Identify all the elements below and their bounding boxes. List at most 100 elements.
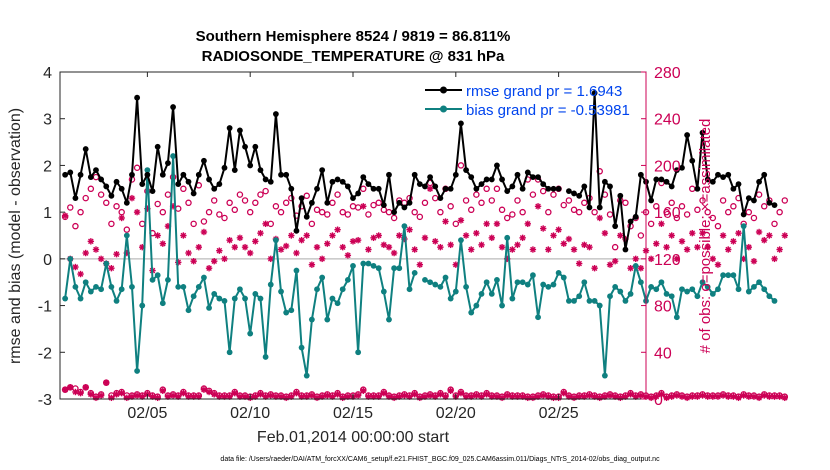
rmse-point (329, 178, 336, 185)
bias-point (730, 272, 737, 279)
rmse-point (103, 183, 110, 190)
obs-bottom-assimilated-marker (401, 392, 408, 399)
obs-bottom-assimilated-marker (570, 394, 578, 402)
obs-bottom-assimilated-marker (504, 392, 511, 399)
bias-point (473, 302, 480, 309)
obs-assimilated-marker (118, 214, 125, 222)
obs-assimilated-marker (519, 234, 526, 242)
rmse-point (468, 174, 475, 181)
obs-bottom-assimilated-marker (205, 388, 213, 396)
rmse-point (514, 171, 521, 178)
obs-bottom-assimilated-marker (766, 393, 773, 400)
rmse-point (87, 174, 94, 181)
obs-bottom-assimilated-marker (282, 394, 290, 402)
rmse-point (391, 209, 398, 216)
obs-assimilated-marker (689, 229, 696, 237)
obs-assimilated-marker (498, 243, 506, 251)
bias-point (314, 286, 320, 293)
obs-assimilated-marker (776, 246, 783, 253)
obs-bottom-assimilated-marker (560, 389, 567, 397)
rmse-point (226, 125, 233, 131)
obs-possible-marker (216, 211, 223, 218)
obs-assimilated-marker (108, 265, 115, 272)
legend-rmse-marker (440, 86, 447, 94)
obs-bottom-assimilated-marker (82, 384, 89, 391)
obs-bottom-assimilated-marker (133, 392, 141, 399)
obs-assimilated-marker (339, 243, 346, 251)
obs-possible-marker (210, 197, 218, 204)
obs-assimilated-marker (205, 265, 213, 272)
obs-possible-marker (370, 201, 377, 209)
obs-possible-marker (159, 208, 167, 216)
rmse-point (632, 213, 639, 220)
rmse-point (673, 167, 680, 174)
obs-possible-marker (653, 203, 660, 210)
rmse-point (478, 181, 485, 188)
bias-point (761, 286, 768, 293)
obs-possible-marker (637, 232, 645, 239)
obs-possible-marker (190, 220, 197, 228)
bias-point (740, 223, 747, 230)
obs-possible-marker (360, 185, 367, 193)
bias-point (632, 262, 639, 269)
obs-bottom-assimilated-marker (755, 394, 763, 402)
obs-assimilated-marker (755, 228, 763, 236)
rmse-point (139, 181, 146, 188)
obs-bottom-assimilated-marker (673, 392, 681, 399)
obs-assimilated-marker (375, 232, 382, 239)
obs-possible-marker (488, 197, 496, 204)
bias-point (468, 309, 475, 316)
rmse-point (406, 199, 413, 206)
obs-assimilated-marker (725, 246, 732, 253)
bias-point (247, 330, 254, 337)
obs-assimilated-marker (293, 249, 300, 257)
obs-bottom-assimilated-marker (627, 391, 634, 398)
obs-possible-marker (760, 203, 768, 210)
bias-point (576, 293, 583, 300)
obs-bottom-assimilated-marker (318, 393, 326, 400)
obs-possible-marker (262, 187, 269, 195)
obs-possible-marker (647, 220, 655, 228)
obs-bottom-assimilated-marker (432, 393, 439, 400)
obs-assimilated-marker (581, 241, 588, 249)
rmse-point (694, 185, 701, 192)
obs-possible-marker (452, 220, 460, 228)
y-right-tick-label: 0 (654, 392, 663, 409)
rmse-point (206, 176, 212, 183)
obs-assimilated-marker (92, 246, 100, 253)
obs-possible-marker (416, 213, 424, 221)
rmse-point (663, 178, 670, 185)
bias-point (679, 286, 685, 293)
obs-assimilated-marker (550, 232, 557, 239)
bias-point (673, 314, 680, 321)
obs-assimilated-marker (411, 246, 418, 253)
obs-assimilated-marker (493, 220, 501, 228)
rmse-point (247, 162, 254, 169)
rmse-point (601, 178, 608, 185)
bias-point (257, 295, 264, 302)
bias-point (375, 265, 382, 272)
obs-possible-marker (606, 211, 614, 218)
bias-point (488, 290, 495, 297)
obs-assimilated-marker (385, 243, 393, 251)
obs-assimilated-marker (324, 240, 331, 247)
obs-bottom-assimilated-marker (658, 391, 665, 398)
rmse-point (612, 223, 619, 230)
obs-possible-marker (724, 208, 732, 216)
bias-point (386, 316, 392, 323)
obs-assimilated-marker (473, 229, 480, 237)
obs-bottom-assimilated-marker (72, 388, 79, 396)
obs-possible-marker (236, 191, 244, 198)
obs-assimilated-marker (308, 261, 316, 268)
obs-assimilated-marker (601, 229, 609, 237)
obs-assimilated-marker (303, 232, 310, 239)
obs-assimilated-marker (298, 236, 305, 244)
obs-assimilated-marker (257, 229, 264, 237)
obs-bottom-assimilated-marker (334, 391, 341, 398)
rmse-point (411, 171, 418, 178)
bias-point (308, 316, 315, 323)
obs-bottom-assimilated-marker (103, 379, 110, 386)
obs-possible-marker (575, 208, 583, 216)
obs-possible-marker (529, 191, 537, 198)
